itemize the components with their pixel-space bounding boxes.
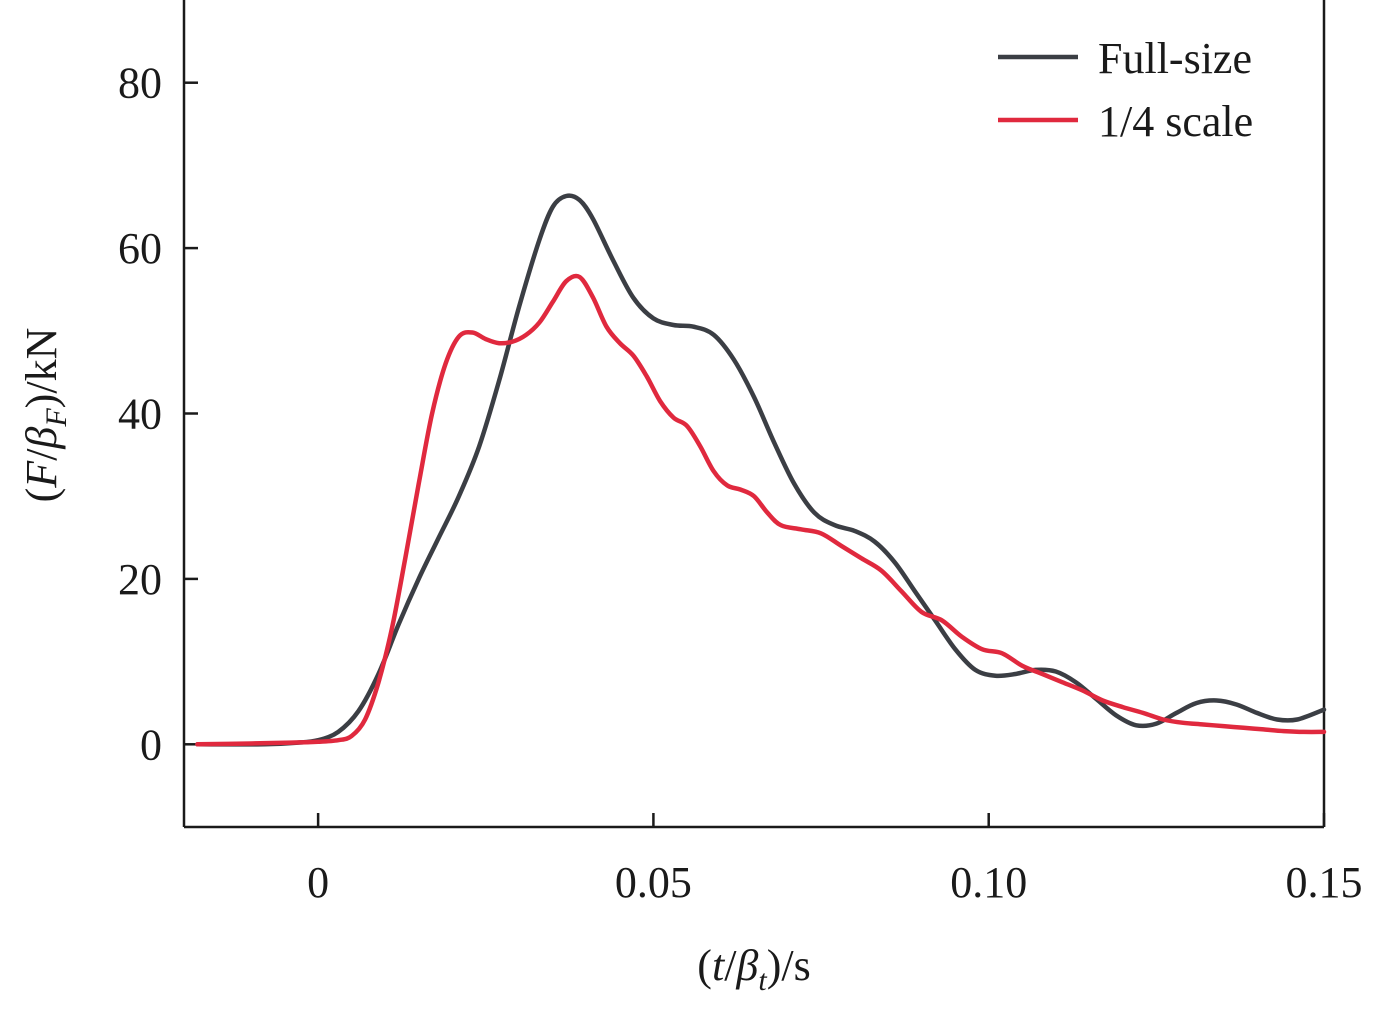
y-tick-label: 60: [118, 224, 162, 273]
x-axis-label-subscript: t: [758, 964, 767, 997]
y-tick-label: 0: [140, 720, 162, 769]
x-axis-label-beta: β: [735, 941, 758, 990]
x-tick-label: 0.15: [1286, 858, 1363, 907]
y-tick-label: 80: [118, 59, 162, 108]
series-line-quarter-scale: [195, 273, 1327, 747]
x-axis-label-var: t: [712, 941, 726, 990]
y-axis-label-var: F: [17, 460, 66, 489]
y-axis-label-subscript: F: [40, 408, 73, 428]
x-axis-label-unit: )/s: [767, 941, 811, 990]
series-line-full-size: [195, 193, 1327, 747]
legend-label-quarter-scale: 1/4 scale: [1098, 97, 1253, 146]
x-tick-label: 0.05: [615, 858, 692, 907]
y-tick-label: 40: [118, 390, 162, 439]
y-axis-label-slash: /: [17, 448, 66, 461]
y-tick-label: 20: [118, 555, 162, 604]
x-tick-label: 0: [307, 858, 329, 907]
x-tick-label: 0.10: [950, 858, 1027, 907]
y-axis-label-beta: β: [17, 427, 66, 450]
legend-label-full-size: Full-size: [1098, 34, 1252, 83]
series-lines: [195, 193, 1327, 747]
y-axis-label-unit: )/kN: [17, 328, 66, 409]
x-axis-ticks: 0 0.05 0.10 0.15: [307, 813, 1363, 907]
y-axis-label: (F/βF)/kN: [17, 328, 73, 503]
y-axis-label-open: (: [17, 488, 66, 503]
x-axis-label-open: (: [697, 941, 712, 990]
x-axis-label: (t/βt)/s: [697, 941, 810, 997]
x-axis-label-slash: /: [724, 941, 737, 990]
y-axis-ticks: 0 20 40 60 80: [118, 59, 198, 769]
legend: Full-size 1/4 scale: [998, 34, 1253, 146]
